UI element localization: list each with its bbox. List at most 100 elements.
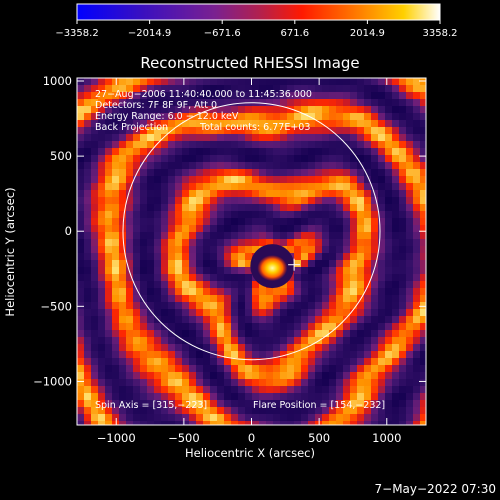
heatmap-cell [420, 253, 426, 261]
heatmap-cell [224, 106, 232, 114]
heatmap-cell [98, 162, 106, 170]
heatmap-cell [203, 127, 211, 135]
heatmap-cell [280, 330, 288, 338]
heatmap-cell [154, 99, 162, 107]
heatmap-cell [175, 372, 183, 380]
heatmap-cell [147, 183, 155, 191]
heatmap-cell [322, 190, 330, 198]
heatmap-cell [406, 253, 414, 261]
heatmap-cell [196, 155, 204, 163]
heatmap-cell [231, 407, 239, 415]
heatmap-cell [91, 288, 99, 296]
heatmap-cell [294, 288, 302, 296]
heatmap-cell [119, 141, 127, 149]
heatmap-cell [196, 113, 204, 121]
heatmap-cell [147, 120, 155, 128]
heatmap-cell [231, 99, 239, 107]
heatmap-cell [217, 421, 225, 425]
heatmap-cell [266, 232, 274, 240]
heatmap-cell [280, 365, 288, 373]
heatmap-cell [224, 414, 232, 422]
heatmap-cell [154, 274, 162, 282]
heatmap-cell [98, 365, 106, 373]
heatmap-cell [343, 316, 351, 324]
heatmap-cell [224, 421, 232, 425]
heatmap-cell [336, 288, 344, 296]
heatmap-cell [336, 120, 344, 128]
heatmap-cell [364, 211, 372, 219]
heatmap-cell [399, 316, 407, 324]
heatmap-cell [182, 78, 190, 86]
heatmap-cell [315, 232, 323, 240]
heatmap-cell [112, 134, 120, 142]
heatmap-cell [91, 274, 99, 282]
heatmap-cell [350, 316, 358, 324]
heatmap-cell [105, 365, 113, 373]
heatmap-cell [308, 211, 316, 219]
heatmap-cell [280, 386, 288, 394]
heatmap-cell [154, 211, 162, 219]
heatmap-cell [133, 162, 141, 170]
heatmap-cell [280, 99, 288, 107]
heatmap-cell [357, 386, 365, 394]
heatmap-cell [224, 85, 232, 93]
heatmap-cell [147, 232, 155, 240]
heatmap-cell [315, 288, 323, 296]
heatmap-cell [224, 239, 232, 247]
heatmap-cell [301, 218, 309, 226]
heatmap-cell [294, 274, 302, 282]
heatmap-cell [245, 162, 253, 170]
heatmap-cell [119, 351, 127, 359]
heatmap-cell [231, 85, 239, 93]
heatmap-cell [98, 260, 106, 268]
heatmap-cell [210, 337, 218, 345]
heatmap-cell [91, 295, 99, 303]
heatmap-cell [350, 78, 358, 86]
heatmap-cell [343, 372, 351, 380]
heatmap-cell [329, 155, 337, 163]
heatmap-cell [252, 386, 260, 394]
heatmap-cell [84, 351, 92, 359]
heatmap-cell [112, 113, 120, 121]
heatmap-cell [413, 281, 421, 289]
heatmap-cell [98, 323, 106, 331]
heatmap-cell [245, 421, 253, 425]
heatmap-cell [217, 253, 225, 261]
heatmap-cell [385, 260, 393, 268]
heatmap-cell [385, 414, 393, 422]
heatmap-cell [196, 330, 204, 338]
heatmap-cell [329, 414, 337, 422]
heatmap-cell [175, 337, 183, 345]
heatmap-cell [91, 169, 99, 177]
heatmap-cell [308, 358, 316, 366]
heatmap-cell [273, 113, 281, 121]
heatmap-cell [182, 148, 190, 156]
heatmap-cell [392, 134, 400, 142]
heatmap-cell [210, 211, 218, 219]
heatmap-cell [189, 337, 197, 345]
heatmap-cell [259, 218, 267, 226]
heatmap-cell [238, 169, 246, 177]
heatmap-cell [84, 113, 92, 121]
heatmap-cell [357, 358, 365, 366]
heatmap-cell [336, 274, 344, 282]
heatmap-cell [371, 323, 379, 331]
heatmap-cell [378, 365, 386, 373]
heatmap-cell [343, 358, 351, 366]
heatmap-cell [315, 274, 323, 282]
heatmap-cell [301, 316, 309, 324]
heatmap-cell [203, 85, 211, 93]
heatmap-cell [343, 337, 351, 345]
heatmap-cell [140, 155, 148, 163]
heatmap-cell [105, 99, 113, 107]
heatmap-cell [259, 295, 267, 303]
heatmap-cell [322, 365, 330, 373]
heatmap-cell [413, 239, 421, 247]
heatmap-cell [175, 197, 183, 205]
heatmap-cell [84, 295, 92, 303]
heatmap-cell [406, 421, 414, 425]
heatmap-cell [161, 407, 169, 415]
heatmap-cell [392, 414, 400, 422]
heatmap-cell [392, 155, 400, 163]
heatmap-cell [336, 379, 344, 387]
